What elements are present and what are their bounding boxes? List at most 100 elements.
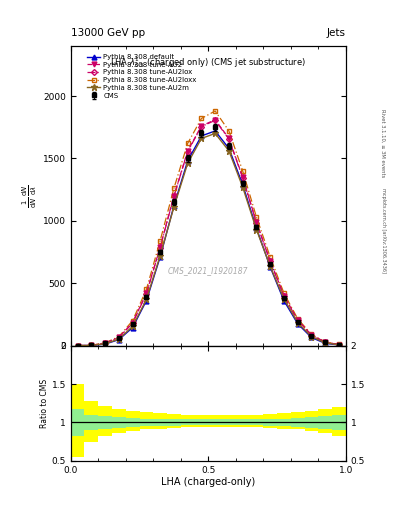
Pythia 8.308 tune-AU2 — [75, 343, 80, 349]
Pythia 8.308 default — [171, 203, 176, 209]
Pythia 8.308 tune-AU2 — [130, 319, 135, 326]
Pythia 8.308 tune-AU2loxx — [268, 254, 272, 260]
Line: Pythia 8.308 tune-AU2: Pythia 8.308 tune-AU2 — [75, 117, 342, 348]
Pythia 8.308 tune-AU2m — [158, 253, 163, 259]
Pythia 8.308 tune-AU2 — [185, 148, 190, 154]
Pythia 8.308 tune-AU2 — [144, 290, 149, 296]
Pythia 8.308 tune-AU2 — [254, 219, 259, 225]
Pythia 8.308 tune-AU2lox — [75, 343, 80, 349]
Pythia 8.308 tune-AU2m — [144, 296, 149, 303]
Pythia 8.308 tune-AU2loxx — [336, 342, 341, 348]
Pythia 8.308 tune-AU2lox — [213, 117, 218, 123]
Text: CMS_2021_I1920187: CMS_2021_I1920187 — [168, 266, 248, 275]
Y-axis label: $\frac{1}{\mathrm{d}N}\,\frac{\mathrm{d}N}{\mathrm{d}\lambda}$: $\frac{1}{\mathrm{d}N}\,\frac{\mathrm{d}… — [20, 184, 39, 208]
Pythia 8.308 default — [226, 145, 231, 152]
Pythia 8.308 tune-AU2loxx — [254, 214, 259, 220]
Pythia 8.308 tune-AU2lox — [336, 342, 341, 348]
Pythia 8.308 default — [89, 343, 94, 349]
Pythia 8.308 default — [268, 264, 272, 270]
Pythia 8.308 default — [158, 254, 163, 260]
Pythia 8.308 tune-AU2loxx — [185, 140, 190, 146]
X-axis label: LHA (charged-only): LHA (charged-only) — [161, 477, 255, 487]
Pythia 8.308 tune-AU2m — [199, 135, 204, 141]
Pythia 8.308 default — [323, 340, 328, 347]
Pythia 8.308 tune-AU2m — [323, 340, 328, 346]
Pythia 8.308 tune-AU2m — [268, 263, 272, 269]
Pythia 8.308 default — [185, 158, 190, 164]
Pythia 8.308 default — [130, 325, 135, 331]
Pythia 8.308 tune-AU2 — [213, 117, 218, 123]
Pythia 8.308 tune-AU2loxx — [116, 333, 121, 339]
Legend: Pythia 8.308 default, Pythia 8.308 tune-AU2, Pythia 8.308 tune-AU2lox, Pythia 8.: Pythia 8.308 default, Pythia 8.308 tune-… — [85, 53, 198, 100]
Pythia 8.308 tune-AU2 — [199, 123, 204, 129]
Pythia 8.308 tune-AU2 — [268, 258, 272, 264]
Pythia 8.308 default — [103, 341, 108, 347]
Text: Rivet 3.1.10, ≥ 3M events: Rivet 3.1.10, ≥ 3M events — [381, 109, 386, 178]
Pythia 8.308 default — [295, 321, 300, 327]
Pythia 8.308 default — [144, 297, 149, 304]
Pythia 8.308 tune-AU2m — [309, 333, 314, 339]
Pythia 8.308 tune-AU2lox — [240, 175, 245, 181]
Pythia 8.308 default — [309, 334, 314, 340]
Pythia 8.308 tune-AU2lox — [199, 123, 204, 130]
Pythia 8.308 tune-AU2loxx — [75, 343, 80, 349]
Pythia 8.308 tune-AU2lox — [144, 291, 149, 297]
Pythia 8.308 tune-AU2 — [295, 317, 300, 323]
Pythia 8.308 tune-AU2m — [171, 204, 176, 210]
Pythia 8.308 tune-AU2lox — [130, 320, 135, 326]
Pythia 8.308 tune-AU2loxx — [199, 115, 204, 121]
Pythia 8.308 tune-AU2m — [213, 131, 218, 137]
Pythia 8.308 tune-AU2m — [116, 336, 121, 342]
Pythia 8.308 default — [336, 342, 341, 348]
Text: 13000 GeV pp: 13000 GeV pp — [71, 28, 145, 38]
Pythia 8.308 tune-AU2loxx — [158, 238, 163, 244]
Pythia 8.308 tune-AU2lox — [158, 245, 163, 251]
Pythia 8.308 tune-AU2m — [295, 319, 300, 326]
Text: mcplots.cern.ch [arXiv:1306.3436]: mcplots.cern.ch [arXiv:1306.3436] — [381, 188, 386, 273]
Line: Pythia 8.308 tune-AU2m: Pythia 8.308 tune-AU2m — [75, 131, 342, 349]
Pythia 8.308 tune-AU2m — [226, 148, 231, 154]
Pythia 8.308 tune-AU2 — [281, 293, 286, 299]
Pythia 8.308 tune-AU2loxx — [281, 290, 286, 296]
Pythia 8.308 tune-AU2lox — [171, 194, 176, 200]
Pythia 8.308 tune-AU2lox — [254, 220, 259, 226]
Pythia 8.308 tune-AU2lox — [103, 340, 108, 346]
Pythia 8.308 tune-AU2loxx — [226, 128, 231, 134]
Text: LHA $\lambda^{1}_{0.5}$ (charged only) (CMS jet substructure): LHA $\lambda^{1}_{0.5}$ (charged only) (… — [110, 55, 306, 70]
Pythia 8.308 tune-AU2loxx — [89, 343, 94, 349]
Pythia 8.308 tune-AU2lox — [309, 332, 314, 338]
Text: Jets: Jets — [327, 28, 346, 38]
Pythia 8.308 tune-AU2loxx — [240, 168, 245, 174]
Pythia 8.308 tune-AU2lox — [268, 258, 272, 264]
Pythia 8.308 tune-AU2loxx — [323, 339, 328, 345]
Line: Pythia 8.308 tune-AU2lox: Pythia 8.308 tune-AU2lox — [75, 118, 341, 348]
Line: Pythia 8.308 tune-AU2loxx: Pythia 8.308 tune-AU2loxx — [75, 109, 342, 348]
Pythia 8.308 tune-AU2lox — [295, 317, 300, 324]
Pythia 8.308 tune-AU2loxx — [144, 286, 149, 292]
Pythia 8.308 tune-AU2m — [103, 340, 108, 347]
Pythia 8.308 tune-AU2m — [240, 184, 245, 190]
Pythia 8.308 tune-AU2 — [116, 334, 121, 340]
Pythia 8.308 tune-AU2 — [240, 174, 245, 180]
Pythia 8.308 tune-AU2lox — [281, 293, 286, 299]
Pythia 8.308 default — [281, 297, 286, 304]
Pythia 8.308 tune-AU2lox — [185, 148, 190, 155]
Pythia 8.308 tune-AU2 — [336, 342, 341, 348]
Pythia 8.308 tune-AU2 — [309, 332, 314, 338]
Pythia 8.308 tune-AU2 — [171, 193, 176, 199]
Pythia 8.308 default — [199, 133, 204, 139]
Pythia 8.308 tune-AU2m — [89, 343, 94, 349]
Pythia 8.308 tune-AU2m — [130, 323, 135, 329]
Pythia 8.308 tune-AU2 — [103, 340, 108, 346]
Pythia 8.308 tune-AU2lox — [323, 339, 328, 345]
Pythia 8.308 tune-AU2 — [226, 135, 231, 141]
Pythia 8.308 default — [75, 343, 80, 349]
Pythia 8.308 tune-AU2lox — [226, 136, 231, 142]
Pythia 8.308 default — [213, 128, 218, 134]
Pythia 8.308 tune-AU2lox — [89, 343, 94, 349]
Pythia 8.308 default — [254, 225, 259, 231]
Pythia 8.308 tune-AU2m — [75, 343, 80, 349]
Pythia 8.308 tune-AU2loxx — [103, 340, 108, 346]
Pythia 8.308 default — [240, 182, 245, 188]
Pythia 8.308 tune-AU2lox — [116, 335, 121, 341]
